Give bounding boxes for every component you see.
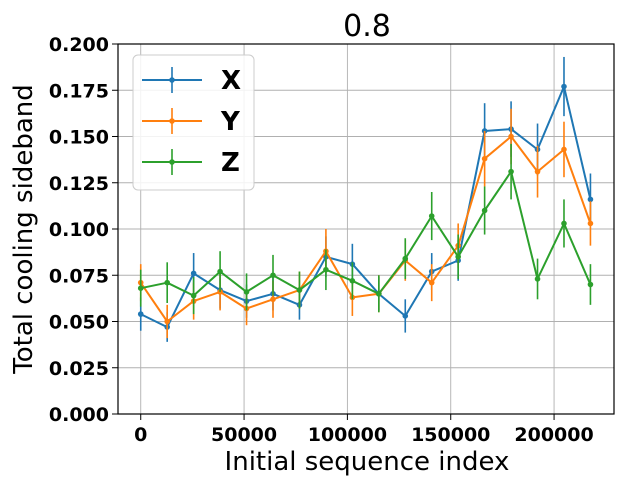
data-point-z bbox=[376, 290, 382, 297]
data-point-y bbox=[481, 155, 488, 162]
data-point-y bbox=[428, 279, 435, 286]
series-layer bbox=[137, 56, 594, 342]
x-tick-label: 100000 bbox=[308, 424, 387, 446]
x-axis-label: Initial sequence index bbox=[225, 447, 510, 477]
data-point-y bbox=[164, 318, 170, 325]
data-point-z bbox=[270, 272, 276, 279]
chart-title: 0.8 bbox=[343, 9, 391, 44]
y-tick-label: 0.200 bbox=[49, 34, 109, 56]
x-tick-label: 50000 bbox=[211, 424, 277, 446]
data-point-z bbox=[164, 279, 170, 286]
y-tick-label: 0.075 bbox=[49, 265, 109, 287]
data-point-z bbox=[349, 278, 356, 284]
x-tick-label: 200000 bbox=[514, 424, 593, 446]
data-point-y bbox=[508, 133, 514, 140]
y-tick-label: 0.150 bbox=[49, 127, 109, 149]
series-z bbox=[137, 143, 594, 315]
y-tick-label: 0.025 bbox=[49, 358, 109, 380]
data-point-z bbox=[534, 276, 541, 282]
series-line-x bbox=[140, 85, 592, 329]
legend-label-y: Y bbox=[220, 107, 241, 137]
data-point-z bbox=[402, 255, 409, 262]
legend-label-z: Z bbox=[221, 148, 240, 178]
data-point-z bbox=[243, 289, 250, 295]
data-point-z bbox=[561, 220, 567, 227]
legend-label-x: X bbox=[221, 66, 241, 96]
y-axis-label: Total cooling sideband bbox=[9, 84, 39, 374]
legend-marker-x bbox=[169, 77, 175, 83]
data-point-z bbox=[323, 266, 329, 273]
data-point-x bbox=[190, 270, 197, 277]
axis-ticks: 0 50000 100000 150000 200000 0.000 0.025 0.050 0… bbox=[49, 34, 594, 446]
series-line-z bbox=[140, 170, 592, 297]
data-point-z bbox=[455, 253, 461, 260]
y-tick-label: 0.100 bbox=[49, 219, 109, 241]
data-point-z bbox=[137, 285, 144, 292]
data-point-z bbox=[587, 281, 594, 288]
y-tick-label: 0.000 bbox=[49, 404, 109, 426]
data-point-z bbox=[481, 207, 488, 214]
y-tick-label: 0.175 bbox=[49, 80, 109, 102]
legend-marker-z bbox=[169, 159, 175, 165]
legend-box bbox=[132, 54, 255, 191]
data-point-y bbox=[587, 220, 594, 227]
data-point-z bbox=[508, 168, 514, 175]
data-point-x bbox=[587, 196, 594, 203]
data-point-z bbox=[190, 292, 197, 299]
x-tick-label: 150000 bbox=[411, 424, 490, 446]
data-point-x bbox=[561, 83, 567, 90]
data-point-z bbox=[296, 287, 303, 293]
y-tick-label: 0.125 bbox=[49, 173, 109, 195]
data-point-z bbox=[428, 213, 435, 219]
y-tick-label: 0.050 bbox=[49, 312, 109, 334]
legend-marker-y bbox=[169, 118, 175, 124]
data-point-y bbox=[561, 146, 567, 153]
data-point-x bbox=[402, 313, 409, 319]
data-point-x bbox=[137, 311, 144, 317]
data-point-y bbox=[534, 168, 541, 175]
data-point-z bbox=[217, 268, 223, 275]
legend: XYZ bbox=[132, 54, 255, 191]
data-point-y bbox=[270, 296, 276, 303]
data-point-y bbox=[217, 289, 223, 295]
series-line-y bbox=[139, 135, 592, 323]
x-tick-label: 0 bbox=[134, 424, 147, 446]
